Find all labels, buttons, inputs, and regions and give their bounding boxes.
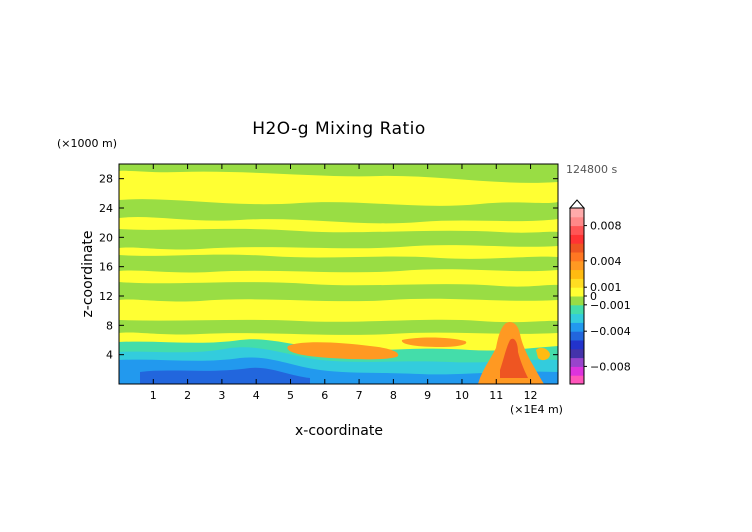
- y-tick-label: 4: [106, 349, 113, 362]
- y-axis-label: z-coordinate: [80, 230, 96, 317]
- colorbar-tick-label: 0.001: [590, 281, 622, 294]
- y-tick-label: 8: [106, 319, 113, 332]
- colorbar-swatch: [570, 287, 584, 297]
- colorbar-swatch: [570, 331, 584, 341]
- colorbar-arrow: [568, 199, 586, 209]
- colorbar-swatch: [570, 234, 584, 244]
- contour-field: [119, 164, 558, 384]
- x-tick-label: 11: [489, 389, 503, 402]
- x-axis-label: x-coordinate: [295, 423, 383, 439]
- colorbar-swatch: [570, 348, 584, 359]
- x-tick-label: 4: [253, 389, 260, 402]
- colorbar-swatch: [570, 260, 584, 271]
- colorbar-swatch: [570, 366, 584, 376]
- x-tick-label: 7: [356, 389, 363, 402]
- colorbar-swatch: [570, 269, 584, 279]
- x-tick-label: 9: [424, 389, 431, 402]
- field-blob-orange: [287, 342, 399, 360]
- y-axis: 4 8 12 16 20 24 28: [99, 173, 558, 362]
- x-tick-label: 1: [150, 389, 157, 402]
- colorbar-swatch: [570, 208, 584, 218]
- colorbar-swatch: [570, 216, 584, 227]
- colorbar-tick-label: −0.001: [590, 299, 631, 312]
- field-band-green: [119, 164, 558, 183]
- colorbar-swatch: [570, 340, 584, 350]
- colorbar-tick-label: 0.004: [590, 255, 622, 268]
- field-blob-small: [536, 347, 550, 361]
- colorbar-tick-label: 0.008: [590, 220, 622, 233]
- time-label: 124800 s: [566, 163, 617, 176]
- x-tick-label: 3: [218, 389, 225, 402]
- x-axis: 1 2 3 4 5 6 7 8 9 10 11 12: [150, 164, 538, 402]
- field-band-green: [119, 199, 558, 224]
- field-blob-orange: [401, 337, 467, 347]
- x-tick-label: 8: [390, 389, 397, 402]
- colorbar-tick-label: −0.008: [590, 360, 631, 373]
- x-tick-label: 10: [455, 389, 469, 402]
- colorbar-swatch: [570, 296, 584, 306]
- field-band-green: [119, 254, 558, 273]
- field-plume-core: [500, 338, 528, 378]
- y-tick-label: 28: [99, 173, 113, 186]
- colorbar-swatch: [570, 313, 584, 323]
- colorbar-swatch: [570, 278, 584, 288]
- colorbar-swatch: [570, 357, 584, 367]
- y-tick-label: 24: [99, 202, 113, 215]
- y-tick-label: 20: [99, 231, 113, 244]
- chart-title: H2O-g Mixing Ratio: [252, 119, 426, 139]
- colorbar-swatch: [570, 252, 584, 262]
- field-band-green: [119, 228, 558, 250]
- x-unit-label: (×1E4 m): [510, 403, 563, 416]
- field-band-deepblue: [140, 367, 310, 384]
- y-unit-label: (×1000 m): [57, 137, 117, 150]
- x-tick-label: 2: [184, 389, 191, 402]
- field-band-green: [119, 282, 558, 302]
- y-tick-label: 12: [99, 290, 113, 303]
- colorbar-swatch: [570, 304, 584, 315]
- colorbar-swatch: [570, 322, 584, 332]
- y-tick-label: 16: [99, 261, 113, 274]
- x-tick-label: 12: [524, 389, 538, 402]
- colorbar-swatch: [570, 243, 584, 253]
- colorbar-tick-label: −0.004: [590, 325, 631, 338]
- x-tick-label: 6: [321, 389, 328, 402]
- x-tick-label: 5: [287, 389, 294, 402]
- colorbar-tick-label: 0: [590, 290, 597, 303]
- field-band-green: [119, 319, 558, 335]
- plot-frame: [118, 163, 559, 385]
- colorbar-swatch: [570, 375, 584, 385]
- colorbar-swatch: [570, 225, 584, 235]
